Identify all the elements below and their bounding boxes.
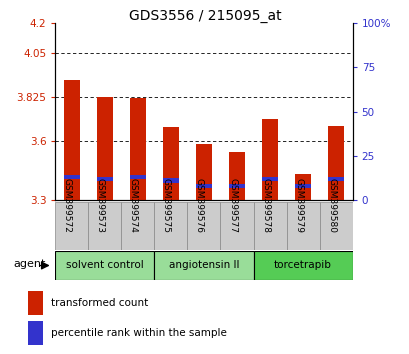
Text: torcetrapib: torcetrapib: [274, 261, 331, 270]
Bar: [28, 291, 43, 315]
Bar: [63, 175, 80, 179]
Text: GSM399580: GSM399580: [326, 178, 335, 233]
Text: solvent control: solvent control: [66, 261, 144, 270]
Bar: [121, 202, 154, 250]
Text: GSM399574: GSM399574: [128, 178, 137, 233]
Bar: [220, 202, 253, 250]
Bar: [55, 202, 88, 250]
Bar: [154, 202, 187, 250]
Bar: [129, 175, 146, 179]
Text: GSM399578: GSM399578: [261, 178, 270, 233]
Bar: [253, 202, 286, 250]
Bar: [261, 119, 278, 200]
Bar: [154, 251, 253, 280]
Text: transformed count: transformed count: [51, 298, 148, 308]
Bar: [228, 184, 245, 188]
Bar: [129, 98, 146, 200]
Text: GSM399573: GSM399573: [96, 178, 105, 233]
Text: GSM399576: GSM399576: [195, 178, 204, 233]
Bar: [228, 152, 245, 200]
Text: GSM399575: GSM399575: [162, 178, 171, 233]
Bar: [327, 126, 344, 200]
Bar: [286, 202, 319, 250]
Bar: [88, 202, 121, 250]
Text: GSM399579: GSM399579: [293, 178, 302, 233]
Bar: [162, 127, 179, 200]
Bar: [187, 202, 220, 250]
Bar: [253, 251, 352, 280]
Bar: [97, 177, 113, 181]
Bar: [261, 177, 278, 181]
Text: GDS3556 / 215095_at: GDS3556 / 215095_at: [128, 9, 281, 23]
Bar: [28, 321, 43, 346]
Bar: [55, 251, 154, 280]
Bar: [294, 184, 310, 188]
Bar: [327, 177, 344, 181]
Text: angiotensin II: angiotensin II: [169, 261, 238, 270]
Text: percentile rank within the sample: percentile rank within the sample: [51, 328, 226, 338]
Text: GSM399572: GSM399572: [63, 178, 72, 233]
Bar: [195, 184, 212, 188]
Text: agent: agent: [14, 259, 46, 269]
Bar: [195, 144, 212, 200]
Bar: [97, 97, 113, 200]
Bar: [63, 80, 80, 200]
Bar: [294, 175, 310, 200]
Bar: [162, 178, 179, 183]
Bar: [319, 202, 352, 250]
Text: GSM399577: GSM399577: [227, 178, 236, 233]
